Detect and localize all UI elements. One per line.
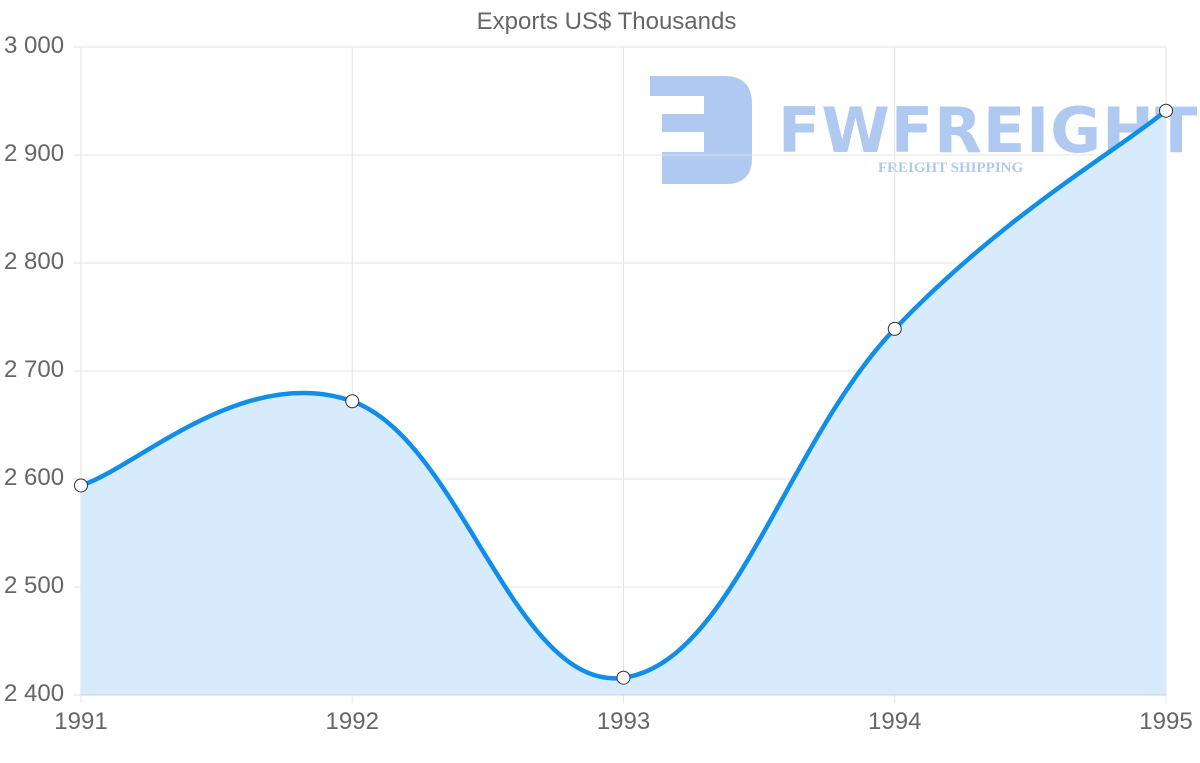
x-tick-label: 1991 bbox=[54, 708, 108, 735]
y-tick-label: 2 800 bbox=[4, 248, 65, 275]
y-tick-label: 2 700 bbox=[4, 356, 65, 383]
y-tick-label: 2 600 bbox=[4, 464, 65, 491]
area-fill bbox=[81, 110, 1166, 696]
y-tick-label: 2 400 bbox=[4, 680, 65, 707]
x-tick-label: 1994 bbox=[868, 708, 922, 735]
data-point[interactable] bbox=[74, 478, 88, 493]
y-tick-label: 2 500 bbox=[4, 572, 65, 599]
data-point[interactable] bbox=[887, 321, 902, 336]
chart-title: Exports US$ Thousands bbox=[476, 8, 737, 35]
data-point[interactable] bbox=[345, 394, 360, 409]
watermark-tagline: FREIGHT SHIPPING bbox=[878, 160, 1024, 176]
x-tick-label: 1995 bbox=[1139, 708, 1193, 735]
y-tick-label: 2 900 bbox=[4, 140, 65, 167]
x-tick-label: 1992 bbox=[325, 708, 379, 735]
x-tick-label: 1993 bbox=[596, 708, 651, 735]
data-point[interactable] bbox=[616, 670, 631, 685]
data-point[interactable] bbox=[1159, 103, 1173, 118]
y-tick-label: 3 000 bbox=[4, 32, 65, 59]
fw-logo-icon bbox=[650, 76, 752, 184]
